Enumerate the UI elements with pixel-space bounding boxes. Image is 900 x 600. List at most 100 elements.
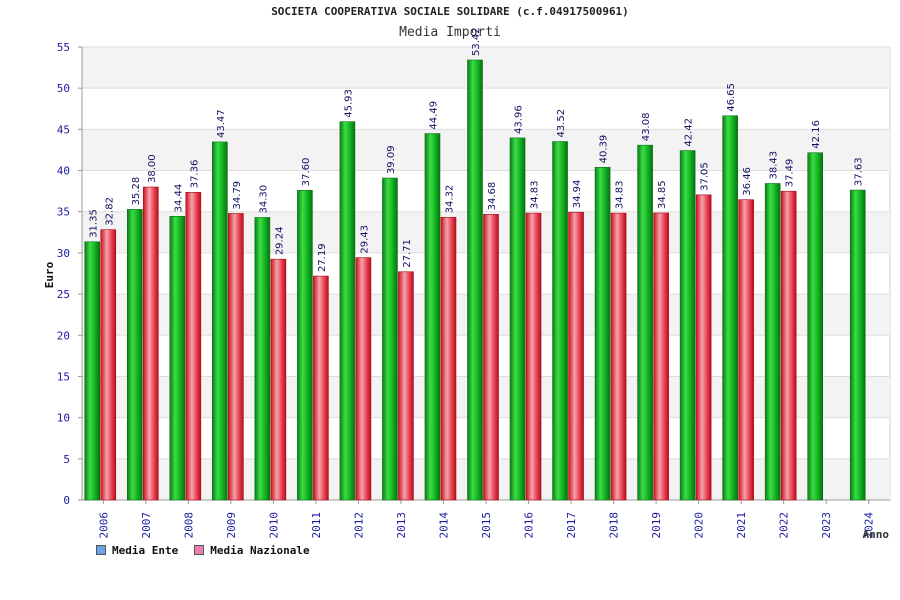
legend-label-ente: Media Ente <box>112 543 179 557</box>
bar-media-ente <box>126 209 143 501</box>
data-label: 27.71 <box>402 239 413 268</box>
x-tick-label: 2010 <box>267 512 280 539</box>
y-axis-label: Euro <box>43 261 56 288</box>
x-tick-label: 2020 <box>693 512 706 539</box>
bar-media-ente <box>424 133 441 501</box>
data-label: 43.52 <box>556 109 567 138</box>
data-label: 38.43 <box>769 151 780 180</box>
x-tick-label: 2024 <box>863 512 876 539</box>
data-label: 37.05 <box>700 162 711 191</box>
data-label: 29.43 <box>359 225 370 254</box>
grid-band <box>82 47 890 89</box>
bar-media-nazionale <box>610 212 627 501</box>
data-label: 34.79 <box>232 181 243 210</box>
data-label: 32.82 <box>104 197 115 226</box>
y-tick-label: 30 <box>57 247 70 260</box>
x-tick-label: 2009 <box>225 512 238 539</box>
x-tick-label: 2008 <box>182 512 195 539</box>
y-tick-label: 0 <box>63 494 70 507</box>
bar-media-ente <box>594 167 611 501</box>
data-label: 37.63 <box>854 157 865 186</box>
x-tick-label: 2014 <box>437 512 450 539</box>
x-tick-label: 2016 <box>523 512 536 539</box>
data-label: 34.68 <box>487 182 498 211</box>
bar-media-nazionale <box>440 217 457 501</box>
x-tick-label: 2007 <box>140 512 153 539</box>
bar-media-nazionale <box>355 257 372 501</box>
data-label: 31.35 <box>88 209 99 238</box>
legend-item-nazionale: Media Nazionale <box>194 543 310 557</box>
x-tick-label: 2021 <box>735 512 748 539</box>
y-tick-label: 10 <box>57 412 70 425</box>
data-label: 34.94 <box>572 180 583 209</box>
bar-media-ente <box>339 121 356 501</box>
x-tick-label: 2012 <box>352 512 365 539</box>
bar-media-ente <box>297 190 313 501</box>
bar-media-nazionale <box>525 212 542 501</box>
bar-media-ente <box>169 216 186 501</box>
bar-media-nazionale <box>695 194 712 501</box>
data-label: 34.44 <box>173 184 184 213</box>
legend-label-nazionale: Media Nazionale <box>210 543 310 557</box>
data-label: 40.39 <box>599 135 610 164</box>
y-tick-label: 20 <box>57 329 70 342</box>
y-tick-label: 5 <box>63 453 70 466</box>
bar-media-nazionale <box>142 186 159 501</box>
legend-swatch-ente <box>96 545 106 555</box>
data-label: 42.42 <box>684 118 695 147</box>
data-label: 36.46 <box>742 167 753 196</box>
data-label: 35.28 <box>131 177 142 206</box>
bar-media-nazionale <box>313 275 329 501</box>
bar-media-ente <box>212 141 228 501</box>
x-tick-label: 2019 <box>650 512 663 539</box>
bar-media-ente <box>254 217 271 501</box>
bar-media-ente <box>722 115 738 501</box>
bar-media-ente <box>764 183 781 501</box>
y-tick-label: 15 <box>57 370 70 383</box>
bar-media-ente <box>552 141 568 501</box>
data-label: 37.36 <box>189 160 200 189</box>
bar-media-ente <box>849 189 866 501</box>
bar-media-ente <box>807 152 824 501</box>
x-tick-label: 2013 <box>395 512 408 539</box>
x-tick-label: 2022 <box>778 512 791 539</box>
bar-media-ente <box>637 144 653 501</box>
bar-media-nazionale <box>568 211 584 501</box>
bar-media-ente <box>679 150 696 501</box>
data-label: 37.49 <box>785 159 796 188</box>
x-tick-label: 2011 <box>310 512 323 539</box>
bar-media-nazionale <box>398 271 414 501</box>
data-label: 37.60 <box>301 158 312 187</box>
x-axis-label: Anno <box>863 528 890 541</box>
bar-media-ente <box>84 241 101 501</box>
data-label: 45.93 <box>343 89 354 118</box>
bar-media-nazionale <box>780 190 797 501</box>
data-label: 44.49 <box>428 101 439 130</box>
data-label: 43.47 <box>216 109 227 138</box>
data-label: 34.83 <box>530 180 541 209</box>
data-label: 34.32 <box>444 185 455 214</box>
chart-subtitle: Media Importi <box>399 25 501 40</box>
data-label: 43.08 <box>641 113 652 142</box>
data-label: 29.24 <box>274 227 285 256</box>
y-tick-label: 50 <box>57 82 70 95</box>
x-tick-label: 2015 <box>480 512 493 539</box>
bar-media-nazionale <box>270 258 287 501</box>
data-label: 34.83 <box>615 180 626 209</box>
y-tick-label: 25 <box>57 288 70 301</box>
bar-media-nazionale <box>185 191 202 501</box>
data-label: 42.16 <box>811 120 822 149</box>
legend-swatch-nazionale <box>194 545 205 555</box>
bar-media-nazionale <box>100 229 117 501</box>
legend-item-ente: Media Ente <box>96 544 178 557</box>
data-label: 46.65 <box>726 83 737 112</box>
x-tick-label: 2006 <box>97 512 110 539</box>
data-label: 27.19 <box>317 243 328 272</box>
chart-title: SOCIETA COOPERATIVA SOCIALE SOLIDARE (c.… <box>271 5 629 18</box>
bar-media-ente <box>467 59 483 501</box>
data-label: 53.42 <box>471 27 482 56</box>
data-label: 43.96 <box>514 105 525 134</box>
data-label: 34.30 <box>258 185 269 214</box>
x-tick-label: 2018 <box>608 512 621 539</box>
bar-media-nazionale <box>483 214 499 501</box>
